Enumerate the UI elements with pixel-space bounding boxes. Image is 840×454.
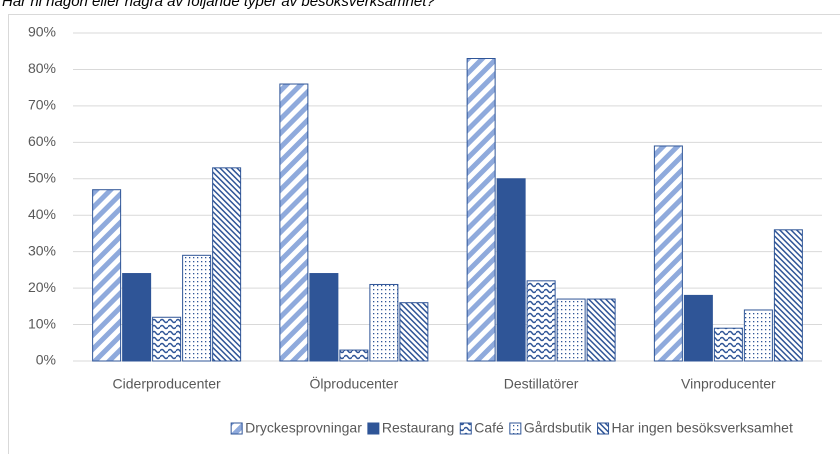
x-tick-label: Vinproducenter	[681, 376, 776, 392]
legend-swatch	[597, 422, 610, 435]
x-tick-label: Ölproducenter	[310, 375, 399, 392]
bar	[653, 145, 683, 362]
y-tick-label: 10%	[28, 315, 56, 331]
legend-label: Dryckesprovningar	[245, 420, 362, 436]
bar	[773, 229, 803, 362]
y-tick-label: 80%	[28, 60, 56, 76]
legend-swatch	[367, 422, 380, 435]
bar	[309, 273, 339, 362]
y-tick-label: 20%	[28, 279, 56, 295]
bar	[683, 294, 713, 362]
bar	[496, 178, 526, 362]
y-tick-label: 60%	[28, 133, 56, 149]
bar	[152, 316, 182, 362]
bar	[279, 83, 309, 362]
legend-label: Gårdsbutik	[524, 420, 593, 436]
x-tick-label: Destillatörer	[504, 376, 579, 392]
legend-swatch	[230, 422, 243, 435]
bar	[466, 58, 496, 362]
bar	[339, 349, 369, 362]
y-tick-label: 70%	[28, 97, 56, 113]
bar	[399, 302, 429, 362]
bar	[743, 309, 773, 362]
chart-border	[8, 14, 840, 454]
y-tick-label: 40%	[28, 206, 56, 222]
bar	[182, 254, 212, 362]
y-tick-label: 0%	[36, 352, 56, 368]
bar	[212, 167, 242, 362]
legend-swatch	[509, 422, 522, 435]
chart-title: Har ni någon eller några av följande typ…	[2, 0, 435, 10]
x-tick-label: Ciderproducenter	[113, 376, 222, 392]
legend-swatch	[459, 422, 472, 435]
legend-label: Har ingen besöksverksamhet	[612, 420, 793, 436]
legend-label: Café	[474, 420, 504, 436]
bar	[526, 280, 556, 362]
legend-label: Restaurang	[382, 420, 454, 436]
bar	[122, 273, 152, 362]
bar	[556, 298, 586, 362]
y-tick-label: 90%	[28, 24, 56, 40]
bar	[713, 327, 743, 362]
bar	[92, 189, 122, 362]
bar	[586, 298, 616, 362]
bar	[369, 283, 399, 362]
y-tick-label: 30%	[28, 242, 56, 258]
y-tick-label: 50%	[28, 169, 56, 185]
